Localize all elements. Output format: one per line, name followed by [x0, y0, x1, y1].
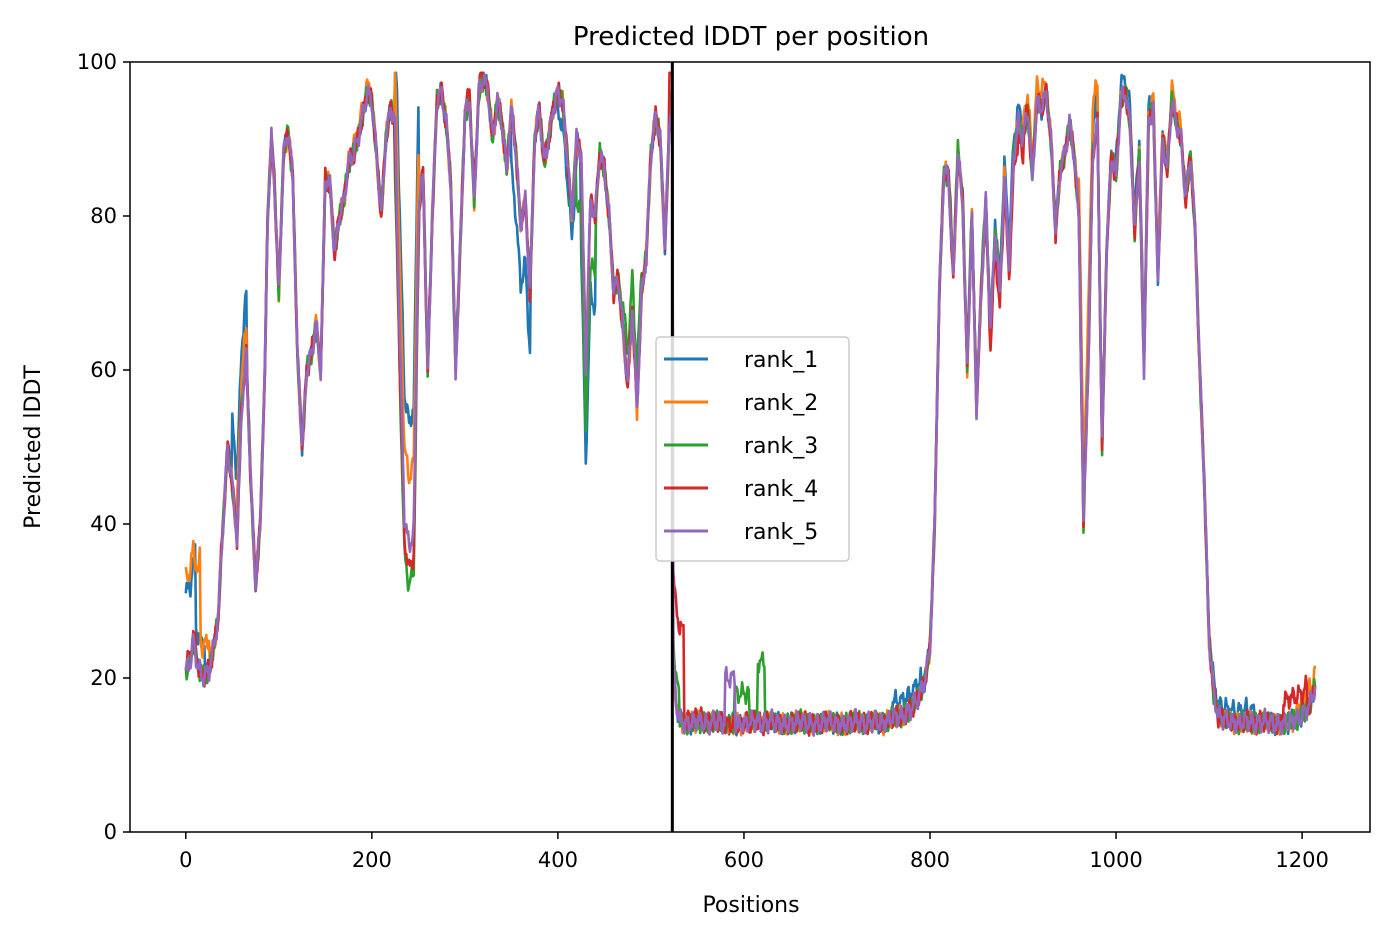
x-tick-label: 800	[910, 848, 950, 872]
y-tick-label: 80	[90, 204, 117, 228]
x-tick-label: 1000	[1089, 848, 1142, 872]
y-tick-label: 20	[90, 666, 117, 690]
legend-label-rank-2: rank_2	[744, 391, 818, 416]
y-tick-label: 0	[104, 820, 117, 844]
chart-title: Predicted lDDT per position	[573, 22, 929, 52]
x-tick-label: 200	[352, 848, 392, 872]
legend-label-rank-3: rank_3	[744, 434, 818, 459]
legend-label-rank-5: rank_5	[744, 520, 818, 545]
x-axis-label: Positions	[702, 893, 799, 918]
x-tick-label: 1200	[1275, 848, 1328, 872]
series-layer	[184, 71, 1317, 737]
y-axis-label: Predicted lDDT	[21, 365, 46, 529]
x-tick-label: 0	[179, 848, 192, 872]
y-tick-label: 40	[90, 512, 117, 536]
legend-label-rank-4: rank_4	[744, 477, 818, 502]
legend-label-rank-1: rank_1	[744, 348, 818, 373]
y-axis: 0 20 40 60 80 100	[77, 50, 130, 844]
y-tick-label: 100	[77, 50, 117, 74]
plot-frame	[129, 61, 1371, 833]
x-axis: 0 200 400 600 800 1000 1200	[179, 832, 1329, 872]
series-line-rank-5	[184, 73, 1317, 737]
y-tick-label: 60	[90, 358, 117, 382]
x-tick-label: 400	[538, 848, 578, 872]
legend: rank_1 rank_2 rank_3 rank_4 rank_5	[655, 336, 850, 562]
series-line-rank-4	[184, 71, 1317, 737]
legend-box	[655, 336, 850, 562]
x-tick-label: 600	[724, 848, 764, 872]
